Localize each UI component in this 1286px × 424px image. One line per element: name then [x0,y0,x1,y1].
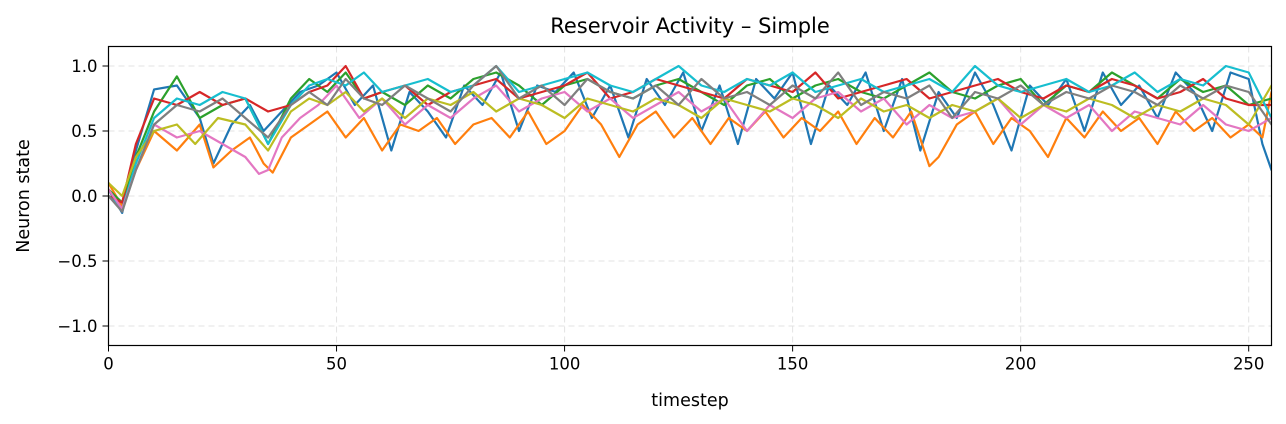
series-line-6 [108,84,1272,211]
x-tick-label: 0 [103,355,114,374]
x-axis-label: timestep [651,391,728,411]
y-tick-label: −1.0 [57,317,97,336]
series-line-7 [108,84,1272,198]
x-tick-label: 50 [326,355,347,374]
series-line-2 [108,90,1272,208]
y-tick-label: 1.0 [71,57,97,76]
grid [108,46,1272,346]
chart-title: Reservoir Activity – Simple [550,14,830,38]
x-tick-label: 100 [549,355,581,374]
x-tick-label: 250 [1233,355,1265,374]
y-tick-label: 0.0 [71,187,97,206]
series-line-4 [108,64,1272,204]
y-tick-label: −0.5 [57,252,97,271]
series-line-8 [108,64,1272,213]
ticks-group: 0 50 100 150 200 250 −1.0 −0.5 0.0 0.5 1.0 [57,57,1264,374]
series-line-1 [108,71,1272,214]
series-group [108,64,1272,214]
x-tick-label: 200 [1005,355,1037,374]
y-axis-label: Neuron state [14,139,34,252]
x-tick-label: 150 [777,355,809,374]
y-tick-label: 0.5 [71,122,97,141]
